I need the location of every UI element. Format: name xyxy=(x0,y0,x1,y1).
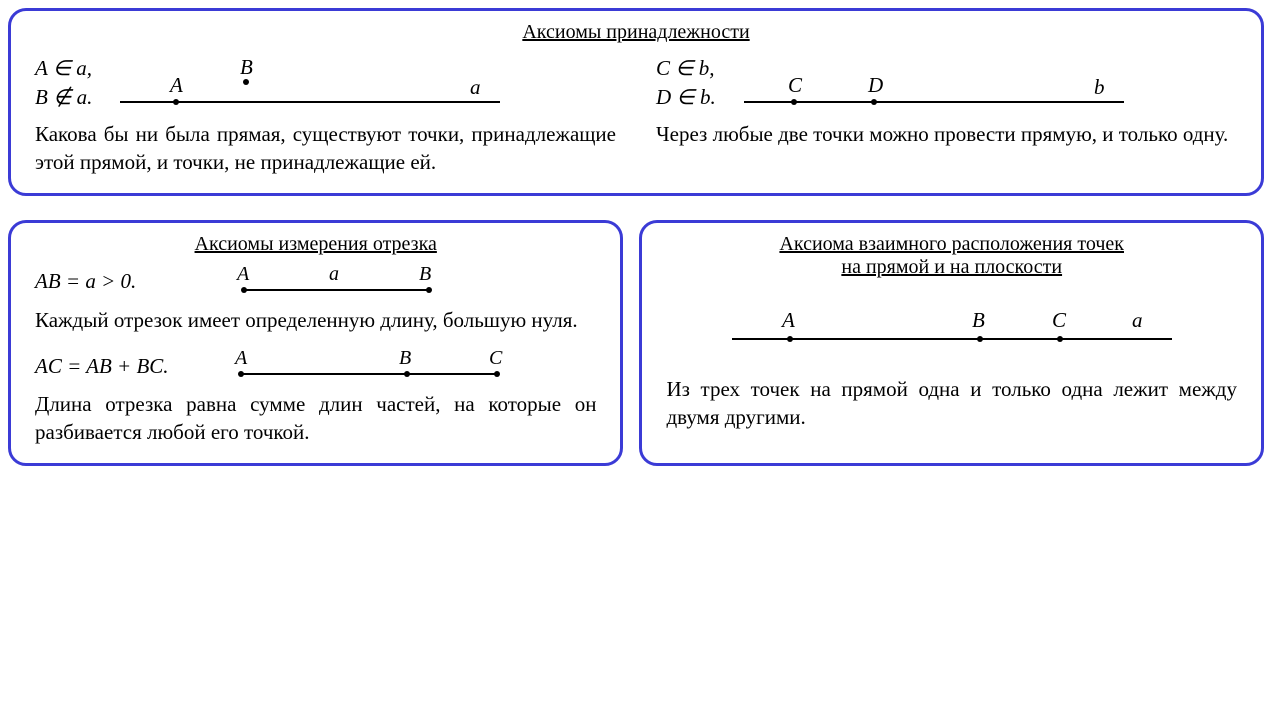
label-A4: A xyxy=(780,309,795,332)
box2-part1-diagram: A a B xyxy=(219,264,479,300)
axioms-segment-measure-box: Аксиомы измерения отрезка AB = a > 0. A … xyxy=(8,220,623,466)
label-B2: B xyxy=(419,264,431,285)
axioms-membership-box: Аксиомы принадлежности A ∈ a, B ∉ a. A B xyxy=(8,8,1264,196)
box1-left-diagram: A B a xyxy=(110,52,510,112)
box3-text: Из трех точек на прямой одна и только од… xyxy=(666,375,1237,432)
box1-right-formula2: D ∈ b. xyxy=(656,85,716,110)
label-a: a xyxy=(470,75,481,99)
label-a2: a xyxy=(329,264,339,285)
box2-title: Аксиомы измерения отрезка xyxy=(35,233,596,256)
box3-title-line2: на прямой и на плоскости xyxy=(841,256,1062,278)
box2-part2-diagram: A B C xyxy=(229,348,529,384)
label-a4: a xyxy=(1132,309,1143,332)
box3-title-line1: Аксиома взаимного расположения точек xyxy=(779,233,1124,255)
axiom-point-position-box: Аксиома взаимного расположения точек на … xyxy=(639,220,1264,466)
label-C3: C xyxy=(489,348,503,369)
label-C: C xyxy=(788,73,803,97)
box1-right-diagram: C D b xyxy=(734,52,1134,112)
box2-part1-text: Каждый отрезок имеет определенную длину,… xyxy=(35,306,596,334)
box1-right: C ∈ b, D ∈ b. C D b Через любые две точк… xyxy=(656,52,1237,177)
box1-title: Аксиомы принадлежности xyxy=(35,21,1237,44)
label-b: b xyxy=(1094,75,1105,99)
label-B: B xyxy=(240,55,253,79)
box3-title: Аксиома взаимного расположения точек на … xyxy=(666,233,1237,279)
box1-left-text: Какова бы ни была прямая, существу­ют то… xyxy=(35,120,616,177)
box2-part2-formula: AC = AB + BC. xyxy=(35,354,205,379)
label-B3: B xyxy=(399,348,411,369)
label-C4: C xyxy=(1052,309,1067,332)
box1-left: A ∈ a, B ∉ a. A B a Какова бы ни была пр… xyxy=(35,52,616,177)
label-B4: B xyxy=(972,309,985,332)
label-A2: A xyxy=(235,264,250,285)
label-D: D xyxy=(867,73,883,97)
label-A: A xyxy=(168,73,183,97)
box1-left-formula1: A ∈ a, xyxy=(35,56,92,81)
box2-part2-text: Длина отрезка равна сумме длин ча­стей, … xyxy=(35,390,596,447)
box3-diagram: A B C a xyxy=(712,309,1192,355)
box1-left-formula2: B ∉ a. xyxy=(35,85,92,110)
box1-right-text: Через любые две точки можно прове­сти пр… xyxy=(656,120,1237,148)
box1-right-formula1: C ∈ b, xyxy=(656,56,716,81)
label-A3: A xyxy=(233,348,248,369)
box2-part1-formula: AB = a > 0. xyxy=(35,269,195,294)
